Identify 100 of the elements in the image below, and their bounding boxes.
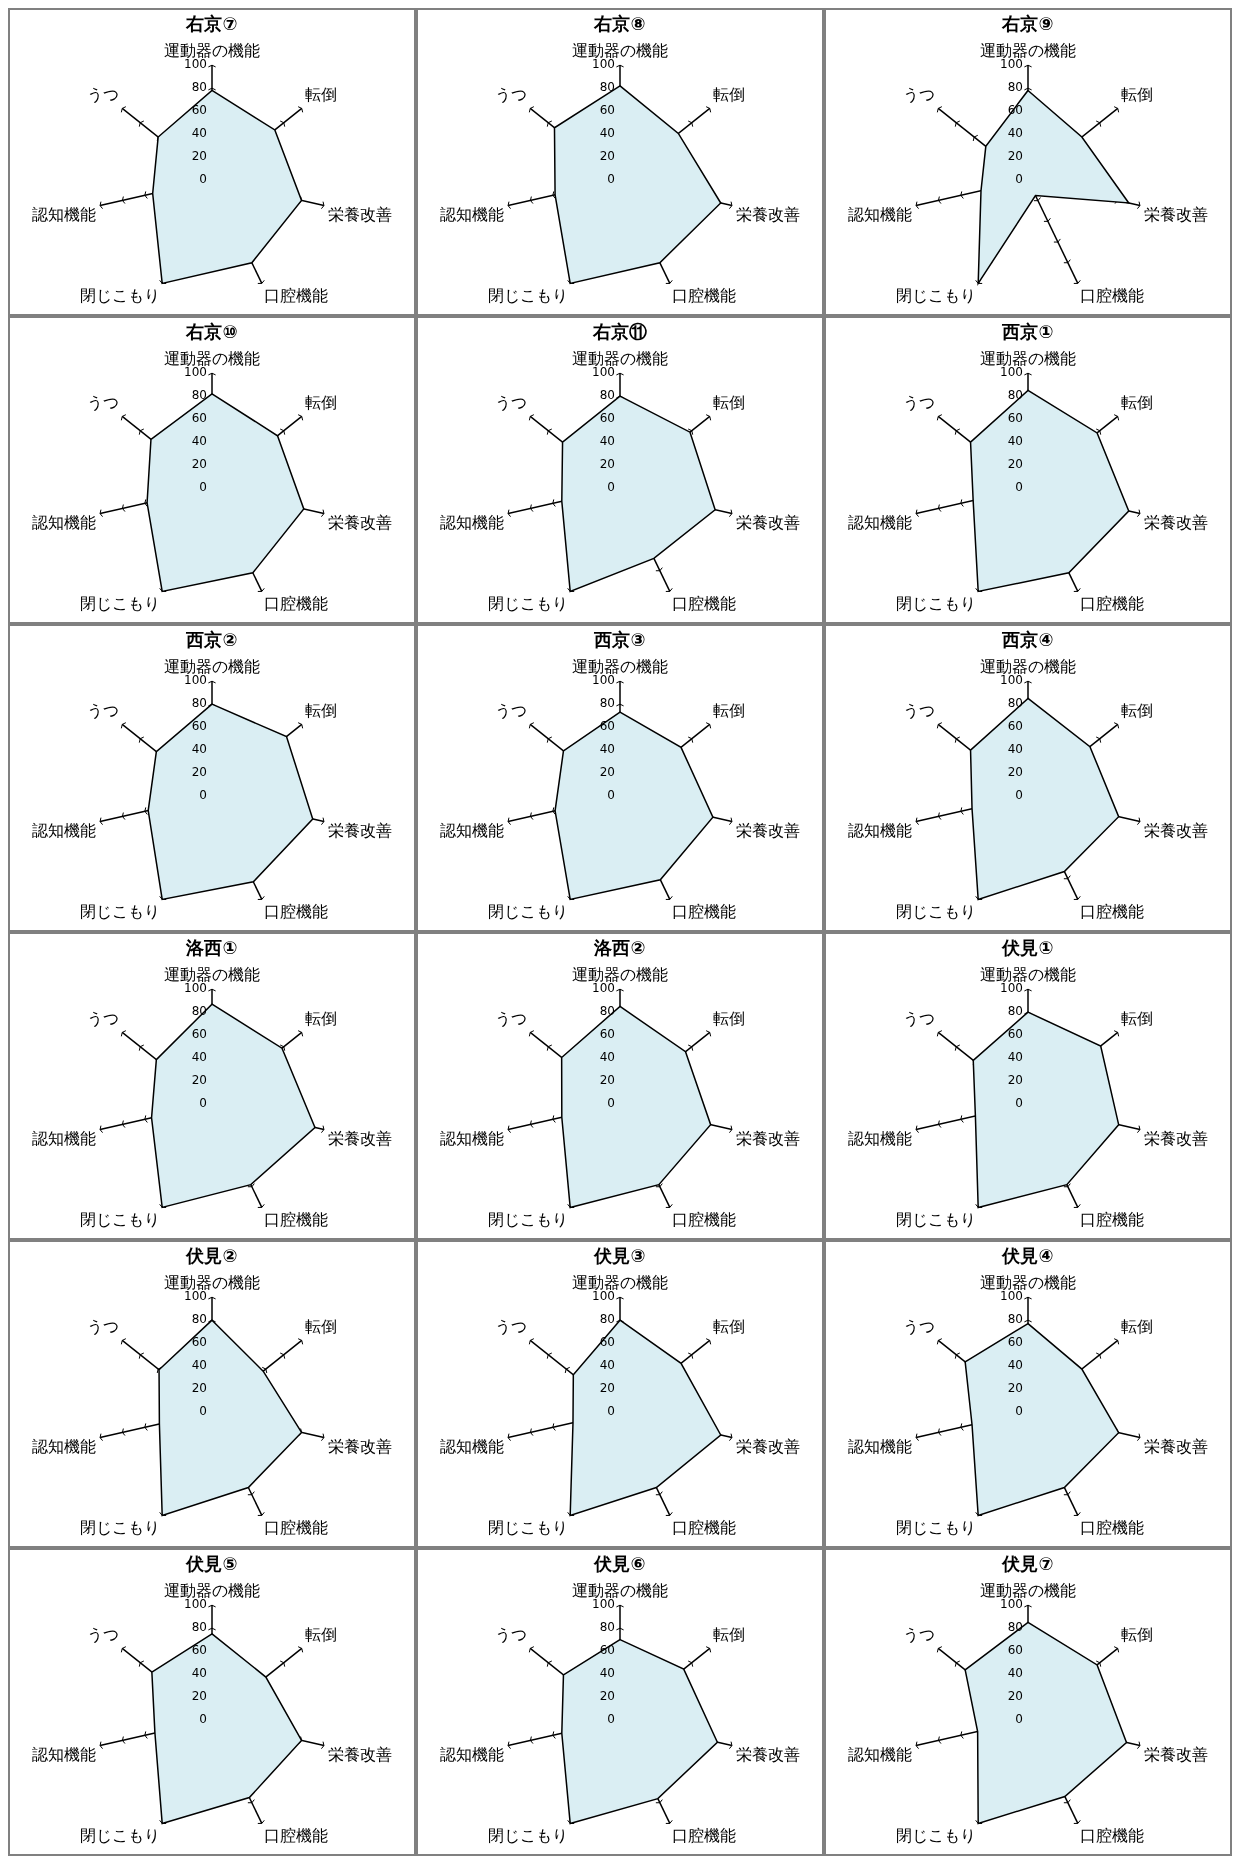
y-tick-label: 60 — [1007, 411, 1023, 426]
y-tick-label: 20 — [1007, 457, 1023, 472]
y-tick-label: 0 — [199, 480, 207, 495]
spoke-label: 運動器の機能 — [164, 1580, 260, 1600]
y-tick-label: 0 — [607, 1404, 615, 1419]
y-tick-label: 40 — [599, 1050, 615, 1065]
y-tick-label: 80 — [599, 80, 615, 95]
spoke-label: 運動器の機能 — [980, 964, 1076, 984]
y-tick-label: 40 — [1007, 742, 1023, 757]
spoke-label: 運動器の機能 — [980, 656, 1076, 676]
y-tick-label: 60 — [1007, 1027, 1023, 1042]
y-tick-label: 100 — [592, 57, 615, 72]
y-tick-label: 80 — [191, 388, 207, 403]
spoke-label: 転倒 — [304, 85, 337, 105]
spoke-label: 転倒 — [1120, 85, 1153, 105]
chart-title: 右京⑧ — [594, 12, 646, 36]
spoke-label: 口腔機能 — [1079, 901, 1144, 921]
y-tick-label: 40 — [1007, 1050, 1023, 1065]
y-tick-label: 100 — [1000, 57, 1023, 72]
y-tick-label: 80 — [1007, 1004, 1023, 1019]
y-tick-label: 40 — [599, 434, 615, 449]
spoke-label: うつ — [903, 1009, 936, 1029]
y-tick-label: 0 — [607, 172, 615, 187]
y-tick-label: 80 — [1007, 80, 1023, 95]
spoke-label: 認知機能 — [848, 1437, 913, 1457]
y-tick-label: 40 — [191, 1666, 207, 1681]
y-tick-label: 40 — [599, 1358, 615, 1373]
y-tick-label: 80 — [599, 1312, 615, 1327]
spoke-label: 閉じこもり — [488, 1209, 569, 1229]
y-tick-label: 60 — [1007, 1643, 1023, 1658]
chart-title: 洛西② — [594, 936, 646, 960]
y-tick-label: 40 — [599, 742, 615, 757]
spoke-label: 口腔機能 — [671, 1209, 736, 1229]
spoke-label: 認知機能 — [440, 513, 505, 533]
spoke-label: 転倒 — [304, 1009, 337, 1029]
chart-title: 洛西① — [186, 936, 238, 960]
y-tick-label: 80 — [191, 80, 207, 95]
spoke-label: うつ — [495, 85, 528, 105]
spoke-label: 口腔機能 — [671, 1517, 736, 1537]
spoke-label: 運動器の機能 — [572, 964, 668, 984]
y-tick-label: 80 — [1007, 1620, 1023, 1635]
chart-title: 西京④ — [1002, 628, 1054, 652]
y-tick-label: 60 — [191, 1643, 207, 1658]
spoke-label: 口腔機能 — [671, 593, 736, 613]
y-tick-label: 100 — [1000, 673, 1023, 688]
spoke-label: 口腔機能 — [263, 1517, 328, 1537]
spoke-label: うつ — [495, 1317, 528, 1337]
y-tick-label: 100 — [592, 673, 615, 688]
spoke-label: 栄養改善 — [735, 1745, 800, 1765]
y-tick-label: 40 — [1007, 126, 1023, 141]
spoke-label: うつ — [495, 1009, 528, 1029]
spoke-label: 認知機能 — [32, 205, 97, 225]
spoke-label: 認知機能 — [848, 513, 913, 533]
chart-title: 伏見③ — [594, 1244, 646, 1268]
spoke-label: 認知機能 — [848, 821, 913, 841]
spoke-label: 口腔機能 — [1079, 593, 1144, 613]
y-tick-label: 40 — [191, 434, 207, 449]
spoke-label: 認知機能 — [32, 1129, 97, 1149]
chart-title: 右京⑦ — [186, 12, 238, 36]
y-tick-label: 60 — [599, 1027, 615, 1042]
spoke-label: 口腔機能 — [1079, 1825, 1144, 1845]
y-tick-label: 100 — [592, 981, 615, 996]
spoke-label: 栄養改善 — [735, 1437, 800, 1457]
spoke-label: 口腔機能 — [263, 593, 328, 613]
y-tick-label: 100 — [1000, 1597, 1023, 1612]
chart-title: 伏見⑥ — [594, 1552, 646, 1576]
y-tick-label: 60 — [191, 1335, 207, 1350]
spoke-label: 閉じこもり — [896, 1825, 977, 1845]
spoke-label: 栄養改善 — [327, 205, 392, 225]
chart-title: 右京⑩ — [186, 320, 238, 344]
spoke-label: 閉じこもり — [896, 593, 977, 613]
spoke-label: うつ — [495, 1625, 528, 1645]
spoke-label: 口腔機能 — [671, 285, 736, 305]
spoke-label: 閉じこもり — [80, 1517, 161, 1537]
spoke-label: 運動器の機能 — [164, 40, 260, 60]
spoke-label: 運動器の機能 — [572, 1580, 668, 1600]
spoke-label: 閉じこもり — [488, 1517, 569, 1537]
y-tick-label: 20 — [599, 1689, 615, 1704]
spoke-label: うつ — [87, 1009, 120, 1029]
spoke-label: 栄養改善 — [735, 821, 800, 841]
y-tick-label: 0 — [199, 1404, 207, 1419]
spoke-label: 運動器の機能 — [980, 40, 1076, 60]
y-tick-label: 80 — [1007, 388, 1023, 403]
spoke-label: 運動器の機能 — [164, 348, 260, 368]
spoke-label: 転倒 — [1120, 1009, 1153, 1029]
chart-title: 伏見④ — [1002, 1244, 1054, 1268]
spoke-label: 転倒 — [1120, 1625, 1153, 1645]
spoke-label: うつ — [87, 701, 120, 721]
spoke-label: 口腔機能 — [1079, 1209, 1144, 1229]
spoke-label: 転倒 — [712, 85, 745, 105]
spoke-label: 口腔機能 — [1079, 1517, 1144, 1537]
y-tick-label: 0 — [607, 1712, 615, 1727]
y-tick-label: 60 — [599, 411, 615, 426]
y-tick-label: 80 — [191, 1620, 207, 1635]
y-tick-label: 20 — [1007, 765, 1023, 780]
spoke-label: 運動器の機能 — [572, 656, 668, 676]
y-tick-label: 20 — [1007, 1381, 1023, 1396]
y-tick-label: 100 — [184, 1597, 207, 1612]
spoke-label: うつ — [87, 1317, 120, 1337]
spoke-label: 転倒 — [1120, 393, 1153, 413]
